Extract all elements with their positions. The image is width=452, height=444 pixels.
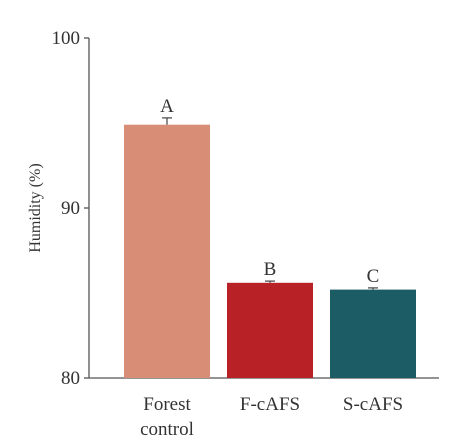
bar — [330, 289, 416, 378]
error-bars — [162, 117, 378, 290]
y-axis-title: Humidity (%) — [27, 163, 44, 252]
y-tick-label: 100 — [52, 28, 81, 49]
significance-labels: A B C — [160, 96, 379, 287]
category-label: S-cAFS — [343, 394, 403, 415]
category-label: F-cAFS — [240, 394, 300, 415]
bar — [227, 282, 313, 378]
significance-label: C — [367, 266, 380, 287]
category-label: Forest control — [140, 394, 194, 440]
category-labels: Forest control F-cAFS S-cAFS — [140, 394, 403, 440]
y-tick-label: 80 — [61, 368, 80, 389]
y-tick-label: 90 — [61, 198, 80, 219]
significance-label: A — [160, 96, 174, 117]
y-ticks: 80 90 100 — [52, 28, 89, 389]
bars — [124, 124, 416, 378]
bar — [124, 124, 210, 378]
significance-label: B — [264, 259, 277, 280]
